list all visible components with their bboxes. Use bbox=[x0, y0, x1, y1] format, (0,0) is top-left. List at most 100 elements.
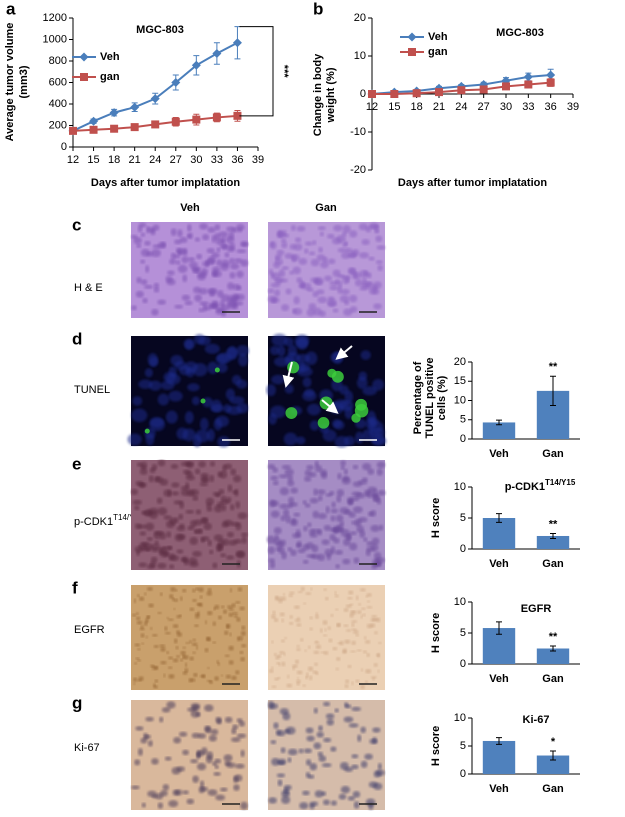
nucleus bbox=[179, 365, 191, 376]
nucleus bbox=[272, 480, 279, 486]
significance: ** bbox=[549, 361, 558, 373]
nucleus bbox=[235, 763, 245, 769]
nucleus bbox=[364, 640, 371, 644]
nucleus bbox=[319, 628, 323, 633]
nucleus bbox=[140, 465, 147, 471]
nucleus bbox=[171, 597, 175, 602]
data-point bbox=[212, 48, 222, 58]
nucleus bbox=[371, 537, 380, 545]
nucleus bbox=[351, 754, 359, 759]
nucleus bbox=[151, 758, 159, 765]
nucleus bbox=[157, 299, 167, 305]
data-point bbox=[232, 38, 242, 48]
nucleus bbox=[182, 790, 189, 795]
nucleus bbox=[313, 488, 318, 496]
nucleus bbox=[277, 229, 284, 238]
nucleus bbox=[360, 668, 364, 672]
nucleus bbox=[356, 649, 362, 652]
nucleus bbox=[219, 244, 229, 249]
nucleus bbox=[310, 258, 320, 267]
nucleus bbox=[231, 675, 237, 681]
nucleus bbox=[130, 488, 138, 496]
nucleus bbox=[289, 615, 293, 619]
nucleus bbox=[134, 523, 142, 530]
x-tick-label: 39 bbox=[252, 154, 264, 166]
row-label: TUNEL bbox=[74, 384, 110, 396]
nucleus bbox=[228, 660, 234, 665]
nucleus bbox=[270, 297, 280, 304]
nucleus bbox=[235, 670, 240, 675]
x-tick-label: 36 bbox=[231, 154, 243, 166]
nucleus bbox=[342, 276, 350, 285]
nucleus bbox=[137, 748, 143, 756]
nucleus bbox=[214, 758, 222, 764]
nucleus bbox=[157, 611, 162, 615]
nucleus bbox=[290, 224, 296, 231]
nucleus bbox=[330, 800, 337, 806]
nucleus bbox=[144, 621, 148, 626]
nucleus bbox=[140, 625, 144, 629]
nucleus bbox=[209, 461, 216, 467]
nucleus bbox=[217, 471, 223, 478]
x-tick-label: 33 bbox=[211, 154, 223, 166]
x-tick-label: Gan bbox=[542, 783, 564, 795]
nucleus bbox=[225, 674, 231, 679]
nucleus bbox=[377, 489, 386, 496]
bar bbox=[482, 740, 516, 774]
nucleus bbox=[372, 558, 380, 567]
nucleus bbox=[370, 676, 377, 679]
nucleus bbox=[147, 226, 155, 233]
nucleus bbox=[344, 639, 351, 644]
tunel-spot bbox=[144, 428, 150, 434]
nucleus bbox=[299, 802, 309, 810]
nucleus bbox=[333, 224, 343, 232]
nucleus bbox=[330, 546, 336, 555]
nucleus bbox=[151, 308, 159, 316]
nucleus bbox=[229, 588, 233, 593]
nucleus bbox=[288, 594, 293, 598]
nucleus bbox=[351, 520, 357, 525]
bar bbox=[482, 422, 516, 439]
nucleus bbox=[202, 260, 210, 267]
legend-label: gan bbox=[428, 46, 448, 58]
nucleus bbox=[214, 604, 220, 610]
nucleus bbox=[309, 675, 313, 681]
nucleus bbox=[271, 640, 274, 644]
nucleus bbox=[275, 595, 279, 600]
nucleus bbox=[182, 646, 186, 649]
nucleus bbox=[233, 775, 239, 784]
nucleus bbox=[327, 258, 336, 265]
nucleus bbox=[140, 248, 151, 257]
error-bar bbox=[550, 750, 556, 761]
nucleus bbox=[327, 233, 335, 239]
nucleus bbox=[279, 503, 290, 509]
nucleus bbox=[171, 482, 180, 488]
nucleus bbox=[202, 234, 210, 241]
nucleus bbox=[228, 612, 234, 617]
nucleus bbox=[185, 475, 196, 481]
nucleus bbox=[240, 259, 249, 267]
nucleus bbox=[366, 593, 372, 597]
x-tick-label: Veh bbox=[489, 783, 509, 795]
nucleus bbox=[173, 607, 176, 611]
nucleus bbox=[170, 252, 176, 260]
nucleus bbox=[227, 605, 233, 609]
nucleus bbox=[133, 598, 137, 604]
nucleus bbox=[159, 592, 163, 597]
nucleus bbox=[322, 634, 328, 637]
nucleus bbox=[317, 528, 323, 536]
x-tick-label: 21 bbox=[129, 154, 141, 166]
nucleus bbox=[372, 489, 378, 498]
nucleus bbox=[360, 614, 363, 619]
nucleus bbox=[293, 243, 303, 251]
nucleus bbox=[232, 611, 238, 615]
nucleus bbox=[371, 614, 378, 618]
nucleus bbox=[132, 499, 142, 505]
y-tick-label: 10 bbox=[454, 481, 466, 493]
nucleus bbox=[176, 632, 183, 637]
nucleus bbox=[348, 590, 354, 595]
nucleus bbox=[145, 716, 154, 722]
nucleus bbox=[185, 509, 195, 514]
nucleus bbox=[281, 618, 284, 623]
nucleus bbox=[343, 608, 349, 613]
